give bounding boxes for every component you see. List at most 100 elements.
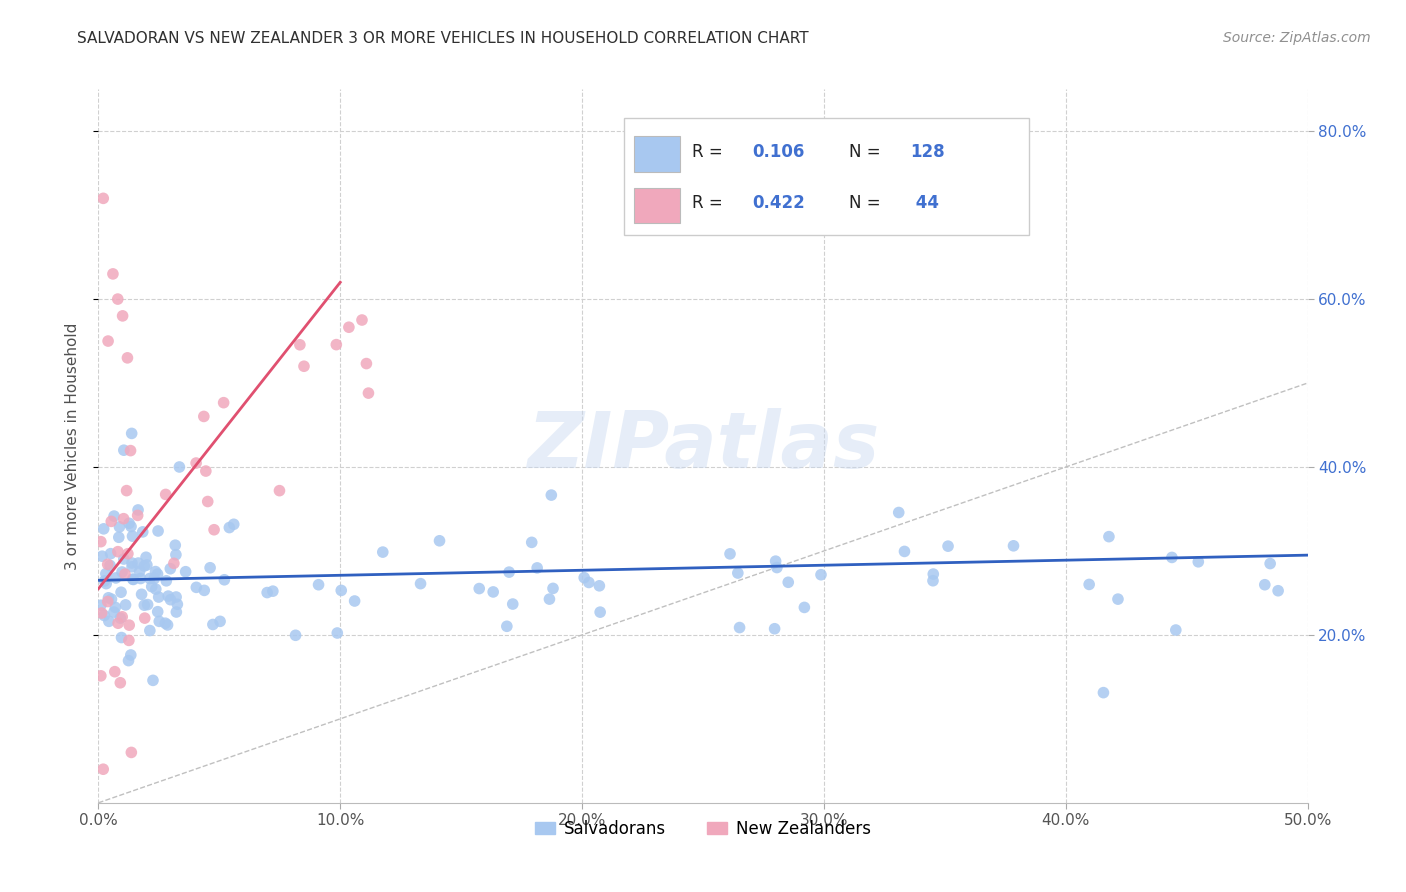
Point <box>127 503 149 517</box>
Point <box>97 594 120 608</box>
Text: R =: R = <box>692 194 728 212</box>
Point <box>284 628 307 642</box>
Point <box>135 558 157 572</box>
Point <box>468 582 491 596</box>
Point <box>498 565 520 579</box>
Point <box>728 621 751 635</box>
Point <box>1164 623 1187 637</box>
Point <box>194 464 217 478</box>
Point <box>166 597 188 611</box>
Point <box>117 547 139 561</box>
Point <box>101 267 124 281</box>
Point <box>222 517 245 532</box>
Point <box>169 460 191 475</box>
Point <box>121 559 143 574</box>
Point <box>104 571 127 585</box>
Point <box>118 516 141 531</box>
Point <box>90 606 112 620</box>
Point <box>97 558 120 572</box>
Point <box>148 615 170 629</box>
Point <box>763 622 786 636</box>
Point <box>145 582 167 596</box>
Point <box>121 426 143 441</box>
FancyBboxPatch shape <box>634 136 681 172</box>
Point <box>121 572 143 586</box>
Point <box>107 544 129 558</box>
Point <box>107 530 129 544</box>
Point <box>90 534 112 549</box>
Text: 0.106: 0.106 <box>752 143 806 161</box>
Point <box>330 583 353 598</box>
Point <box>201 617 224 632</box>
Point <box>409 576 432 591</box>
Point <box>269 483 291 498</box>
Point <box>104 665 127 679</box>
Text: N =: N = <box>849 143 886 161</box>
Point <box>357 386 380 401</box>
Point <box>120 648 142 662</box>
Point <box>139 572 162 586</box>
Point <box>778 575 800 590</box>
Point <box>165 590 187 604</box>
Point <box>165 548 187 562</box>
Point <box>212 395 235 409</box>
Point <box>589 605 612 619</box>
Point <box>159 562 181 576</box>
Legend: Salvadorans, New Zealanders: Salvadorans, New Zealanders <box>529 814 877 845</box>
Point <box>165 605 187 619</box>
Point <box>578 575 600 590</box>
Point <box>165 538 187 552</box>
Point <box>157 589 180 603</box>
Point <box>495 619 517 633</box>
Point <box>541 582 564 596</box>
Point <box>97 615 120 629</box>
Point <box>325 337 347 351</box>
Point <box>97 591 120 605</box>
Point <box>893 544 915 558</box>
Point <box>540 488 562 502</box>
Text: ZIPatlas: ZIPatlas <box>527 408 879 484</box>
Point <box>718 547 741 561</box>
Point <box>114 598 136 612</box>
Point <box>131 587 153 601</box>
Point <box>120 519 142 533</box>
Point <box>936 539 959 553</box>
Point <box>93 522 115 536</box>
Point <box>337 320 360 334</box>
Point <box>118 633 141 648</box>
Point <box>100 515 122 529</box>
Point <box>186 580 208 594</box>
Point <box>112 443 135 458</box>
Point <box>1267 583 1289 598</box>
Point <box>94 566 117 581</box>
Point <box>90 598 112 612</box>
FancyBboxPatch shape <box>624 118 1029 235</box>
Point <box>184 456 207 470</box>
Point <box>110 585 132 599</box>
Point <box>163 557 186 571</box>
Point <box>129 572 152 586</box>
Text: 128: 128 <box>910 143 945 161</box>
Point <box>111 609 134 624</box>
Point <box>121 529 143 543</box>
Point <box>155 616 177 631</box>
Point <box>122 573 145 587</box>
Point <box>155 574 177 588</box>
Point <box>146 567 169 582</box>
Point <box>193 409 215 424</box>
Text: 44: 44 <box>910 194 939 212</box>
Point <box>121 556 143 570</box>
Point <box>308 578 330 592</box>
FancyBboxPatch shape <box>634 187 681 223</box>
Point <box>141 580 163 594</box>
Point <box>146 605 169 619</box>
Text: Source: ZipAtlas.com: Source: ZipAtlas.com <box>1223 31 1371 45</box>
Point <box>793 600 815 615</box>
Point <box>111 309 134 323</box>
Point <box>115 483 138 498</box>
Y-axis label: 3 or more Vehicles in Household: 3 or more Vehicles in Household <box>65 322 80 570</box>
Point <box>887 506 910 520</box>
Point <box>142 673 165 688</box>
Point <box>117 351 139 365</box>
Point <box>145 565 167 579</box>
